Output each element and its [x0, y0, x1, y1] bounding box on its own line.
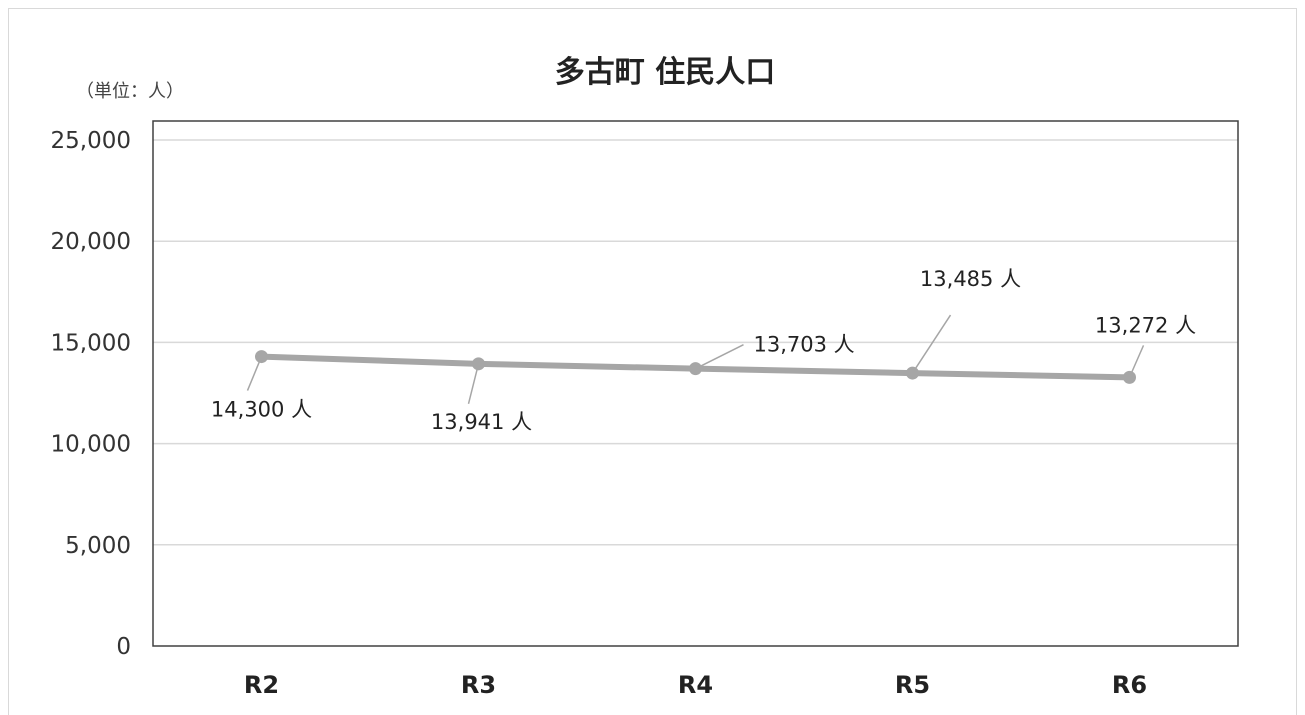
data-label: 14,300 人	[211, 398, 312, 422]
x-tick-label: R6	[1112, 671, 1147, 699]
data-point	[472, 357, 485, 371]
series-population	[255, 350, 1136, 384]
data-label: 13,272 人	[1095, 313, 1196, 337]
leader-line	[467, 363, 480, 405]
x-tick-label: R2	[244, 671, 279, 699]
data-label: 13,703 人	[754, 333, 855, 357]
x-axis: R2 R3 R4 R5 R6	[244, 671, 1147, 699]
x-tick-label: R3	[461, 671, 496, 699]
y-tick-label: 15,000	[51, 330, 131, 356]
gridlines	[153, 139, 1238, 546]
y-tick-label: 20,000	[51, 229, 131, 255]
y-axis: 0 5,000 10,000 15,000 20,000 25,000	[51, 128, 131, 660]
y-tick-label: 0	[116, 634, 131, 660]
x-tick-label: R5	[895, 671, 930, 699]
data-labels: 14,300 人 13,941 人 13,703 人 13,485 人 13,272 人	[211, 267, 1196, 434]
data-label: 13,941 人	[431, 410, 532, 434]
y-tick-label: 10,000	[51, 432, 131, 458]
data-point	[1123, 370, 1136, 384]
leader-line	[695, 343, 744, 370]
chart-title: 多古町 住民人口	[555, 55, 775, 90]
data-point	[689, 362, 702, 376]
data-point	[906, 366, 919, 380]
y-tick-label: 25,000	[51, 128, 131, 154]
unit-label: （単位：人）	[76, 81, 184, 102]
plot-area	[152, 120, 1239, 647]
data-point	[255, 350, 268, 364]
x-tick-label: R4	[678, 671, 713, 699]
data-label: 13,485 人	[920, 267, 1021, 291]
chart-frame	[8, 8, 1297, 715]
leader-line	[911, 314, 952, 374]
y-tick-label: 5,000	[65, 533, 131, 559]
